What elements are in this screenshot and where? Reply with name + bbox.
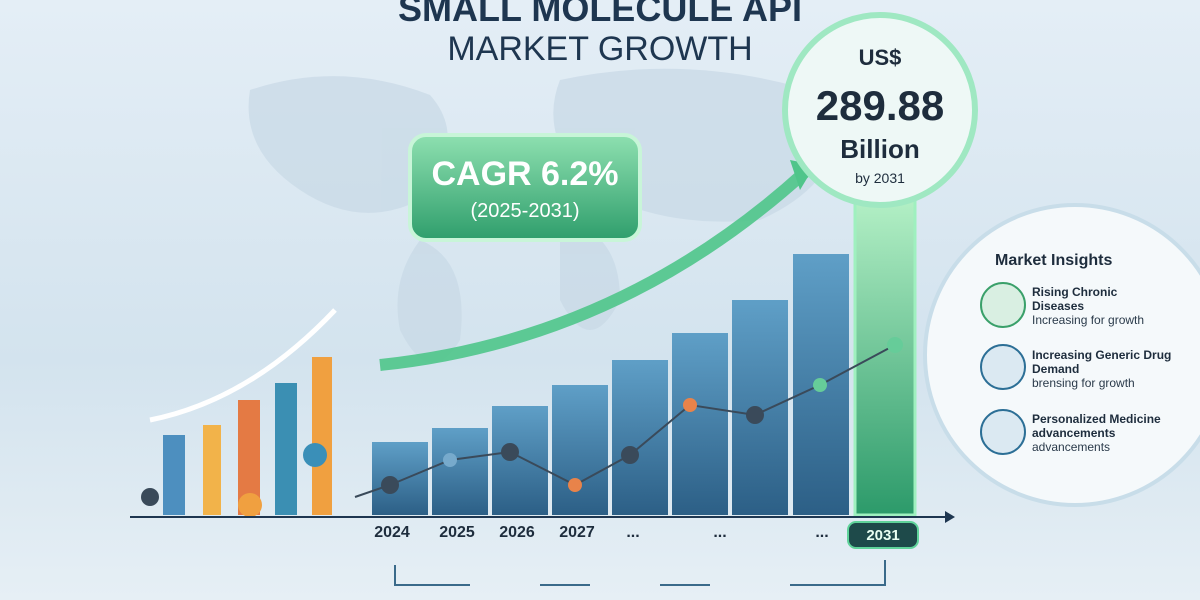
- process-flow: [394, 560, 886, 586]
- timeline-label: 2025: [439, 524, 475, 541]
- bars: [372, 188, 917, 517]
- icon: [980, 344, 1026, 390]
- insight-desc: brensing for growth: [1032, 376, 1135, 390]
- timeline-label: ...: [713, 524, 727, 541]
- cagr-period: (2025-2031): [470, 200, 580, 222]
- cagr-box: [408, 133, 642, 242]
- timeline-label: ...: [626, 524, 640, 541]
- molecule-chain: [354, 344, 896, 498]
- timeline-label: ...: [815, 524, 829, 541]
- insight-desc: advancements: [1032, 440, 1111, 454]
- left-bars: [163, 357, 332, 515]
- timeline-label: 2024: [374, 524, 410, 541]
- growth-arrow: [379, 167, 810, 371]
- title: SMALL MOLECULE API: [398, 0, 802, 29]
- axis-head: [945, 511, 955, 523]
- insight-title: Personalized Medicine advancements: [1032, 412, 1161, 440]
- insight: Rising Chronic Diseases Increasing for gr…: [1032, 285, 1172, 327]
- timeline-label: 2026: [499, 524, 535, 541]
- icon: [980, 409, 1026, 455]
- atoms: [141, 337, 903, 517]
- insight-title: Increasing Generic Drug Demand: [1032, 348, 1172, 376]
- cagr-label: CAGR 6.2%: [431, 155, 619, 193]
- insight: Increasing Generic Drug Demand brensing f…: [1032, 348, 1172, 390]
- unit: Billion: [840, 134, 920, 164]
- year: by 2031: [855, 170, 905, 186]
- small-arrow: [149, 308, 337, 423]
- insight-title: Rising Chronic Diseases: [1032, 285, 1118, 313]
- insight: Personalized Medicine advancements advanc…: [1032, 412, 1182, 454]
- insights-title: Market Insights: [995, 252, 1113, 269]
- timeline-label: 2031: [866, 527, 900, 544]
- subtitle: MARKET GROWTH: [447, 30, 753, 68]
- icon: [980, 282, 1026, 328]
- amount: 289.88: [815, 82, 945, 129]
- insight-desc: Increasing for growth: [1032, 313, 1145, 327]
- timeline-label: 2027: [559, 524, 595, 541]
- year-badge: [847, 521, 919, 549]
- currency: US$: [858, 45, 902, 70]
- callout-circle: [782, 12, 978, 208]
